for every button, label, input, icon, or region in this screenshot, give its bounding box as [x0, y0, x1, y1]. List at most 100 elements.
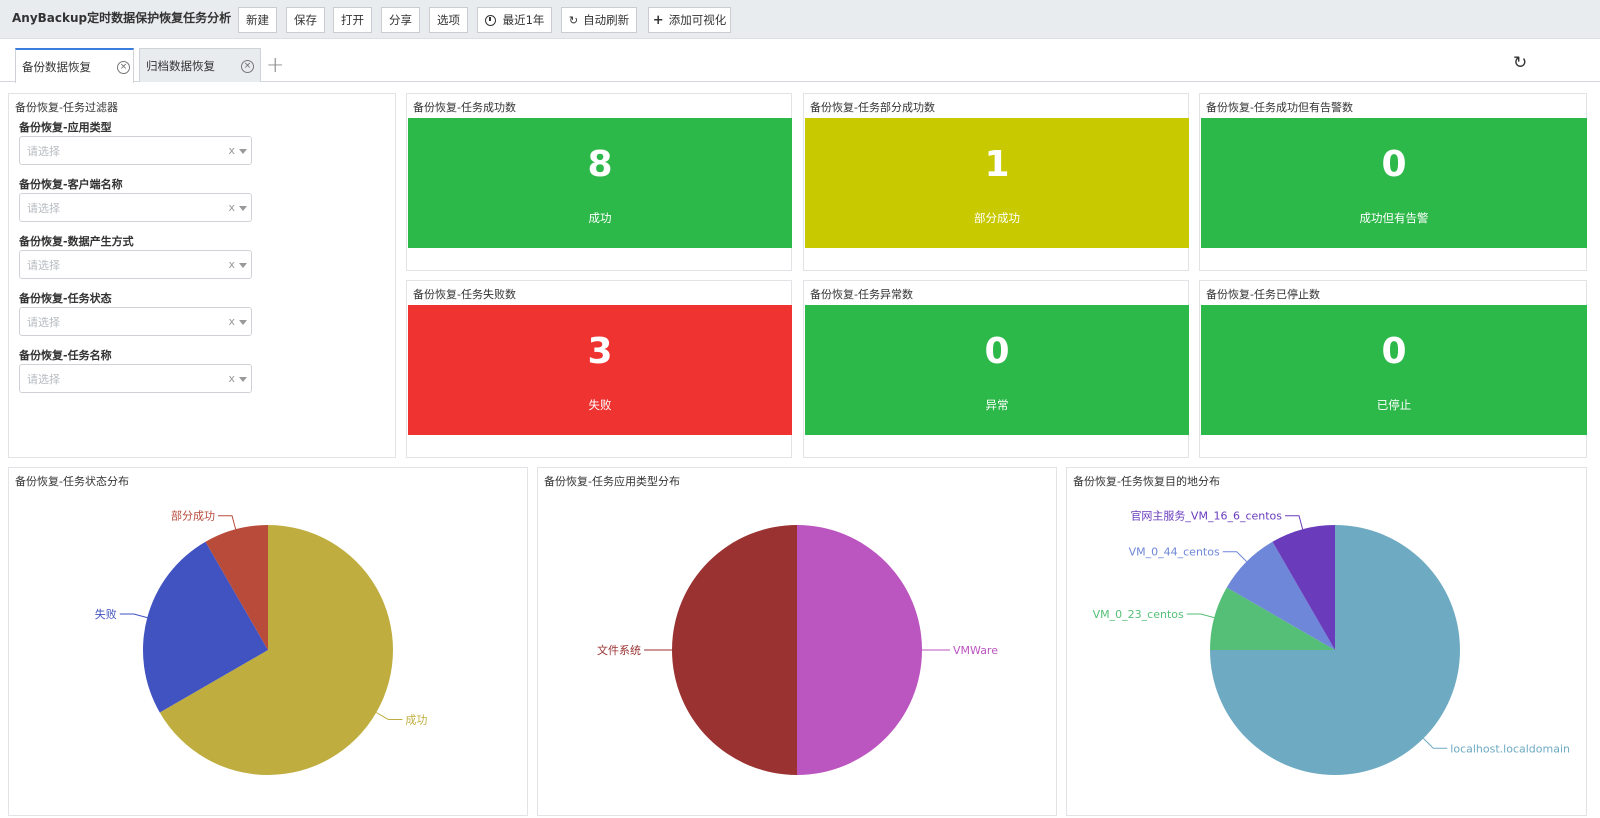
- metric-panel-stopped: 备份恢复-任务已停止数 0 已停止: [1199, 280, 1587, 458]
- app-type-select[interactable]: 请选择 x: [19, 136, 252, 165]
- open-button-label: 打开: [341, 13, 364, 27]
- metric-value: 1: [984, 144, 1010, 185]
- destination-pie-chart: localhost.localdomain VM_0_23_centos VM_0_…: [1093, 509, 1570, 775]
- save-button[interactable]: 保存: [286, 7, 325, 33]
- chart-title: 备份恢复-任务应用类型分布: [544, 475, 680, 488]
- select-placeholder: 请选择: [27, 316, 60, 329]
- add-tab-icon[interactable]: +: [266, 53, 285, 78]
- refresh-icon[interactable]: ↻: [1513, 53, 1528, 73]
- filter-panel: 备份恢复-任务过滤器 备份恢复-应用类型 请选择 x 备份恢复-客户端名称 请选…: [8, 93, 396, 458]
- filter-label: 备份恢复-应用类型: [19, 121, 112, 134]
- refresh-icon: ↻: [568, 13, 579, 27]
- destination-distribution-panel: 备份恢复-任务恢复目的地分布 localhost.localdomain VM_0…: [1066, 467, 1587, 816]
- metric-label: 已停止: [1376, 398, 1412, 412]
- open-button[interactable]: 打开: [333, 7, 372, 33]
- filter-label: 备份恢复-数据产生方式: [19, 235, 134, 248]
- filter-label: 备份恢复-任务状态: [19, 292, 112, 305]
- select-placeholder: 请选择: [27, 202, 60, 215]
- pie-leader-line: [218, 515, 237, 530]
- metric-panel-partial-success: 备份恢复-任务部分成功数 1 部分成功: [803, 93, 1189, 271]
- task-status-select[interactable]: 请选择 x: [19, 307, 252, 336]
- metric-panel-abnormal: 备份恢复-任务异常数 0 异常: [803, 280, 1189, 458]
- clear-icon[interactable]: x: [228, 258, 235, 271]
- pie-leader-line: [1222, 551, 1247, 562]
- app-type-pie-chart: VMWare 文件系统: [597, 525, 998, 775]
- metric-panel-success-warning: 备份恢复-任务成功但有告警数 0 成功但有告警: [1199, 93, 1587, 271]
- chevron-down-icon: [239, 149, 247, 154]
- pie-slice-失败[interactable]: [143, 541, 268, 713]
- pie-slice-官网主服务-vm-16-6-centos[interactable]: [1272, 525, 1336, 650]
- add-visualization-button[interactable]: + 添加可视化: [648, 7, 731, 33]
- save-button-label: 保存: [294, 13, 317, 27]
- pie-slice-vmware[interactable]: [797, 525, 922, 775]
- clear-icon[interactable]: x: [228, 201, 235, 214]
- metric-panel-failed: 备份恢复-任务失败数 3 失败: [406, 280, 792, 458]
- pie-slice-文件系统[interactable]: [672, 525, 797, 775]
- pie-label-vm-0-23-centos: VM_0_23_centos: [1093, 608, 1184, 621]
- pie-label-vmware: VMWare: [953, 644, 998, 657]
- tab-label: 归档数据恢复: [146, 58, 215, 73]
- filter-label: 备份恢复-客户端名称: [19, 178, 123, 191]
- metric-value: 3: [587, 331, 613, 372]
- pie-slice-成功[interactable]: [159, 525, 393, 775]
- panel-title: 备份恢复-任务异常数: [810, 288, 913, 301]
- app-type-distribution-panel: 备份恢复-任务应用类型分布 VMWare 文件系统: [537, 467, 1057, 816]
- metric-label: 成功: [588, 211, 612, 225]
- metric-label: 异常: [985, 398, 1009, 412]
- tab-label: 备份数据恢复: [22, 59, 91, 74]
- clear-icon[interactable]: x: [228, 144, 235, 157]
- pie-label-vm-0-44-centos: VM_0_44_centos: [1129, 546, 1220, 559]
- new-button[interactable]: 新建: [238, 7, 277, 33]
- pie-slice-vm-0-44-centos[interactable]: [1226, 541, 1335, 650]
- metric-value: 0: [1381, 144, 1407, 185]
- metric-label: 部分成功: [974, 211, 1020, 225]
- panel-title: 备份恢复-任务已停止数: [1206, 288, 1320, 301]
- chart-title: 备份恢复-任务恢复目的地分布: [1073, 475, 1220, 488]
- clear-icon[interactable]: x: [228, 372, 235, 385]
- auto-refresh-button[interactable]: ↻ 自动刷新: [561, 7, 637, 33]
- metric-value: 0: [1381, 331, 1407, 372]
- pie-leader-line: [1423, 738, 1448, 749]
- chevron-down-icon: [239, 377, 247, 382]
- task-name-select[interactable]: 请选择 x: [19, 364, 252, 393]
- pie-leader-line: [1285, 515, 1304, 530]
- client-name-select[interactable]: 请选择 x: [19, 193, 252, 222]
- pie-label-成功: 成功: [405, 714, 427, 727]
- metric-tile: 0 异常: [805, 305, 1189, 435]
- status-distribution-panel: 备份恢复-任务状态分布 成功 失败 部分成功: [8, 467, 528, 816]
- metric-tile: 3 失败: [408, 305, 792, 435]
- share-button[interactable]: 分享: [381, 7, 420, 33]
- panel-title: 备份恢复-任务失败数: [413, 288, 516, 301]
- options-button-label: 选项: [437, 13, 460, 27]
- data-source-select[interactable]: 请选择 x: [19, 250, 252, 279]
- chevron-down-icon: [239, 320, 247, 325]
- select-placeholder: 请选择: [27, 145, 60, 158]
- chevron-down-icon: [239, 263, 247, 268]
- pie-label-失败: 失败: [95, 607, 117, 621]
- tab-archive-restore[interactable]: 归档数据恢复 ×: [139, 48, 261, 82]
- new-button-label: 新建: [246, 13, 269, 27]
- close-icon[interactable]: ×: [117, 61, 130, 74]
- pie-slice-部分成功[interactable]: [205, 525, 269, 650]
- filter-label: 备份恢复-任务名称: [19, 349, 112, 362]
- pie-leader-line: [1186, 613, 1215, 619]
- clear-icon[interactable]: x: [228, 315, 235, 328]
- pie-slice-vm-0-23-centos[interactable]: [1210, 587, 1335, 651]
- panel-title: 备份恢复-任务部分成功数: [810, 101, 935, 114]
- time-range-label: 最近1年: [502, 13, 545, 27]
- status-pie-chart: 成功 失败 部分成功: [95, 509, 427, 775]
- add-visualization-label: 添加可视化: [668, 13, 727, 27]
- metric-tile: 0 已停止: [1201, 305, 1587, 435]
- metric-tile: 0 成功但有告警: [1201, 118, 1587, 248]
- time-range-button[interactable]: 最近1年: [477, 7, 552, 33]
- tab-bar: 备份数据恢复 × 归档数据恢复 × + ↻: [0, 39, 1600, 83]
- options-button[interactable]: 选项: [429, 7, 468, 33]
- metric-tile: 1 部分成功: [805, 118, 1189, 248]
- metric-value: 8: [587, 144, 613, 185]
- tab-backup-restore[interactable]: 备份数据恢复 ×: [15, 48, 134, 83]
- chevron-down-icon: [239, 206, 247, 211]
- close-icon[interactable]: ×: [241, 60, 254, 73]
- top-toolbar: AnyBackup定时数据保护恢复任务分析 新建 保存 打开 分享 选项 最近1…: [0, 0, 1600, 39]
- panel-title: 备份恢复-任务成功但有告警数: [1206, 101, 1353, 114]
- select-placeholder: 请选择: [27, 373, 60, 386]
